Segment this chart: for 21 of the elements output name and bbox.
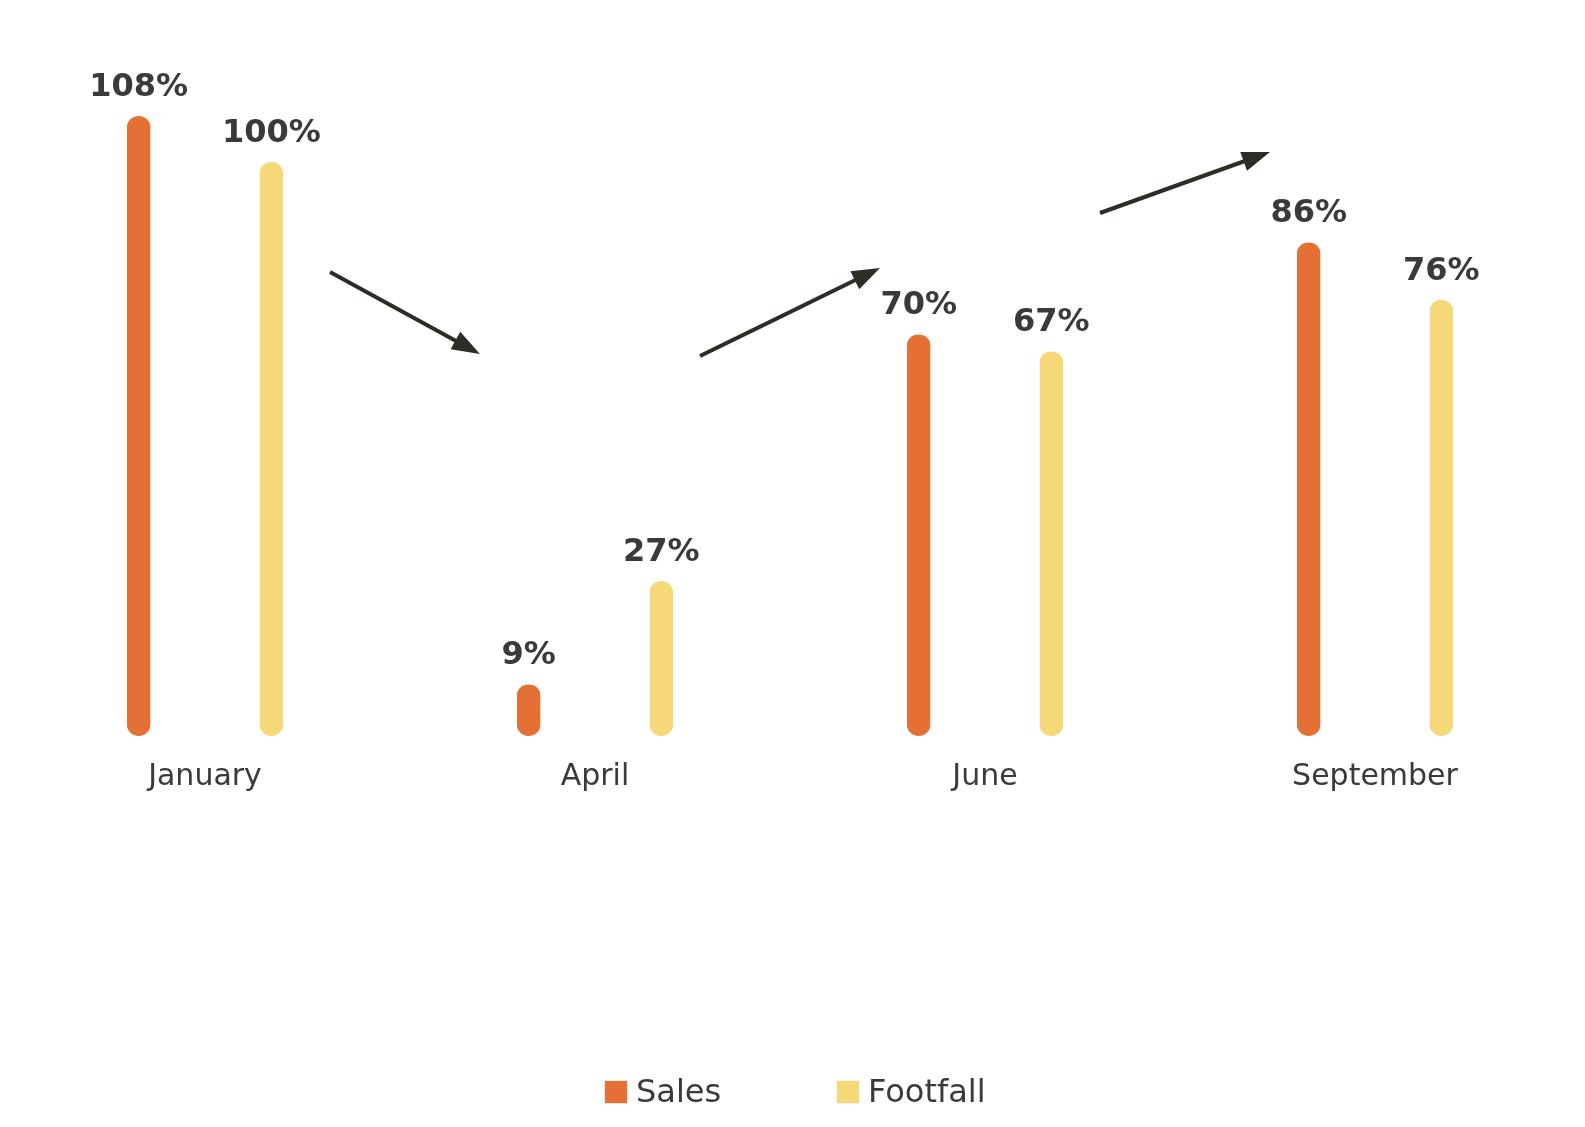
data-label: 76% (1403, 249, 1480, 288)
bar (126, 116, 151, 736)
bar (1296, 242, 1321, 736)
legend-label: Sales (636, 1072, 722, 1110)
bar (259, 161, 284, 736)
data-label: 9% (501, 634, 556, 673)
data-label: 108% (89, 66, 189, 104)
bar (906, 334, 931, 736)
data-label: 67% (1013, 301, 1090, 340)
x-tick-label: January (146, 756, 262, 792)
bar (1429, 299, 1454, 736)
legend-label: Footfall (868, 1072, 986, 1110)
data-label: 27% (623, 531, 700, 569)
data-label: 86% (1270, 192, 1347, 231)
bar (649, 581, 674, 736)
x-tick-label: June (950, 756, 1018, 792)
x-tick-label: April (560, 756, 630, 792)
x-tick-label: September (1292, 756, 1459, 792)
bar (1039, 351, 1064, 736)
data-label: 100% (221, 111, 321, 150)
data-label: 70% (880, 284, 957, 323)
